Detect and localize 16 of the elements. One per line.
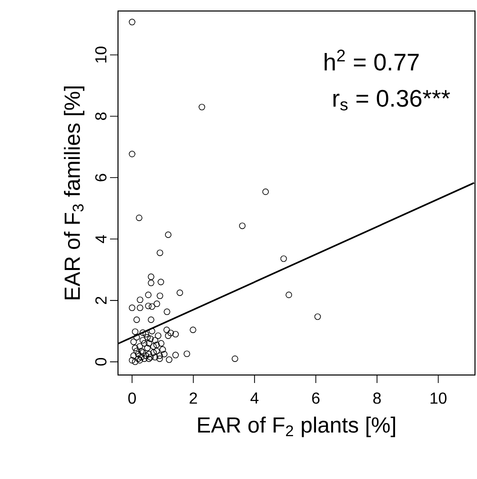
- y-tick-label: 4: [96, 235, 106, 244]
- y-tick-label: 0: [95, 358, 106, 366]
- y-tick-label: 6: [95, 174, 106, 182]
- y-tick-label: 2: [95, 296, 106, 304]
- annotation: h$^{2}$ = 0.77: [324, 50, 419, 71]
- x-tick-label: 10: [430, 392, 446, 404]
- y-tick-label: 10: [95, 46, 106, 63]
- x-axis-title: EAR of F$_{2}$ plants [%]: [198, 416, 396, 438]
- y-tick-label: 8: [95, 112, 106, 120]
- x-tick-label: 4: [250, 392, 259, 404]
- x-tick-label: 8: [373, 392, 381, 404]
- x-tick-label: 6: [312, 392, 320, 404]
- x-tick-label: 0: [128, 392, 136, 404]
- annotation: r$_{s}$ = 0.36***: [333, 90, 450, 110]
- x-tick-label: 2: [190, 392, 197, 404]
- y-axis-title: EAR of F$_{3}$ families [%]: [64, 86, 84, 300]
